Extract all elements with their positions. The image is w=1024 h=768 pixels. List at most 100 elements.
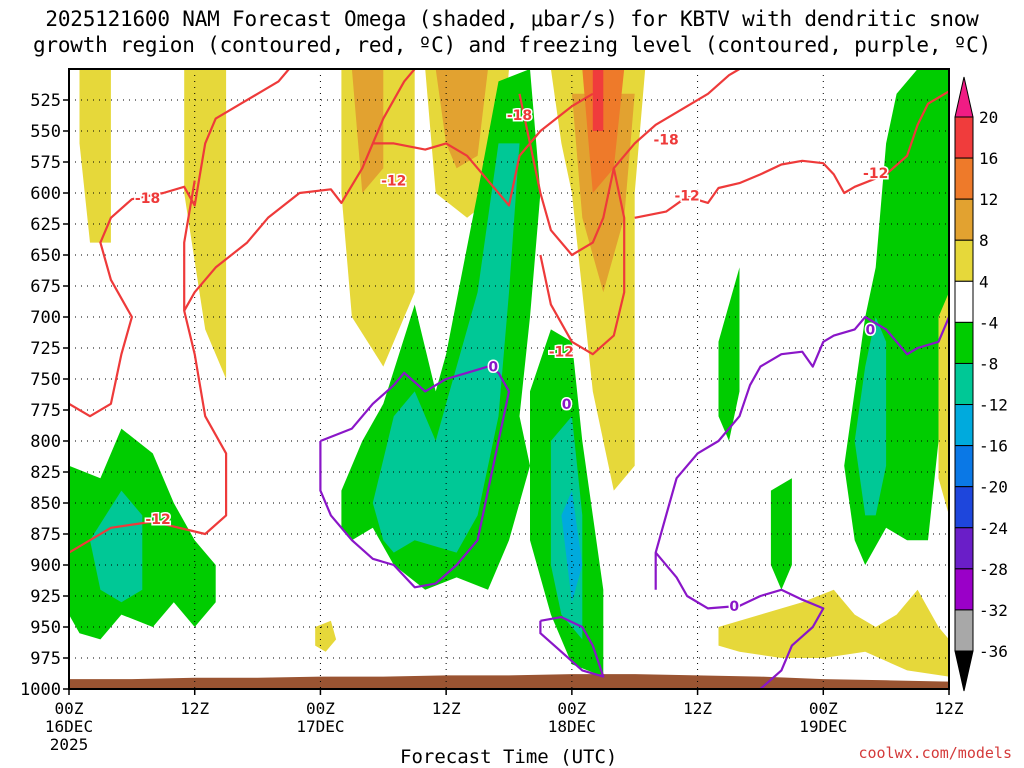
colorbar-label-13: -36: [979, 642, 1008, 661]
omega-region-10: [69, 428, 216, 640]
axis-layer: 525 550 575 600 625 650 675 700 725 750 775 800 825 8…: [20, 91, 964, 754]
y-tick-label-900: 900: [30, 556, 61, 576]
y-tick-label-725: 725: [30, 339, 61, 359]
dendritic-snow-contour-4: [518, 69, 741, 257]
omega-region-1: [184, 69, 227, 379]
freezing-level-label-2: 0: [729, 599, 739, 615]
freezing-level-contour-1: [539, 615, 605, 678]
dendritic-snow-contour-5: [539, 167, 626, 356]
dendritic-snow-contour-3: [372, 92, 594, 207]
dendritic-snow-label-6: -12: [863, 166, 888, 182]
colorbar-bin-10: [954, 527, 974, 570]
dendritic-snow-contour-6: [634, 90, 949, 219]
y-tick-label-825: 825: [30, 463, 61, 483]
colorbar-label-0: 20: [979, 108, 998, 127]
colorbar-label-4: 4: [979, 272, 989, 291]
colorbar-label-6: -8: [979, 354, 998, 373]
y-tick-label-600: 600: [30, 184, 61, 204]
omega-region-5: [435, 69, 488, 169]
y-tick-label-650: 650: [30, 246, 61, 266]
x-tick-date-2: 17DEC: [296, 717, 344, 736]
dendritic-snow-label-3: -18: [653, 133, 678, 149]
y-tick-label-700: 700: [30, 308, 61, 328]
terrain-layer: [69, 674, 949, 689]
colorbar-label-9: -20: [979, 478, 1008, 497]
colorbar-label-2: 12: [979, 190, 998, 209]
y-tick-label-975: 975: [30, 649, 61, 669]
x-tick-label-5: 12Z: [683, 699, 712, 718]
y-tick-label-850: 850: [30, 494, 61, 514]
y-tick-label-625: 625: [30, 215, 61, 235]
x-tick-label-3: 12Z: [432, 699, 461, 718]
grid-layer: [69, 69, 949, 689]
x-tick-label-2: 00Z: [306, 699, 335, 718]
y-tick-label-875: 875: [30, 525, 61, 545]
dendritic-snow-label-5: -12: [549, 345, 574, 361]
colorbar-bin-9: [954, 486, 974, 529]
colorbar-bin-8: [954, 445, 974, 488]
y-tick-label-1000: 1000: [20, 680, 61, 700]
colorbar-bin-6: [954, 362, 974, 406]
x-tick-label-0: 00Z: [55, 699, 84, 718]
colorbar-label-7: -12: [979, 396, 1008, 415]
y-tick-label-550: 550: [30, 122, 61, 142]
omega-region-18: [770, 478, 792, 590]
colorbar-label-11: -28: [979, 560, 1008, 579]
colorbar-label-5: -4: [979, 313, 998, 332]
colorbar-bin-3: [954, 239, 974, 282]
dendritic-snow-label-0: -18: [135, 191, 160, 207]
omega-region-23: [315, 620, 337, 652]
y-tick-label-675: 675: [30, 277, 61, 297]
omega-region-11: [90, 490, 143, 603]
freezing-level-contour-0: [319, 365, 511, 589]
colorbar-label-1: 16: [979, 149, 998, 168]
x-tick-label-4: 00Z: [557, 699, 586, 718]
y-tick-label-575: 575: [30, 153, 61, 173]
y-tick-label-525: 525: [30, 91, 61, 111]
y-tick-label-800: 800: [30, 432, 61, 452]
omega-region-22: [938, 292, 949, 516]
x-tick-label-7: 12Z: [935, 699, 964, 718]
x-tick-date-4: 18DEC: [548, 717, 596, 736]
colorbar-label-3: 8: [979, 231, 989, 250]
dendritic-snow-contour-0: [69, 69, 290, 418]
colorbar-bin-7: [954, 404, 974, 447]
terrain-fill: [69, 674, 949, 689]
contour-layer: -18 -12 -18 -18 -12 -12 -12 -12 0 0 0 0: [69, 69, 949, 689]
x-tick-date-0: 16DEC: [45, 717, 93, 736]
omega-region-13: [372, 143, 520, 553]
colorbar-bin-12: [954, 609, 974, 652]
colorbar-bin-0: [954, 116, 974, 159]
x-tick-date-6: 19DEC: [799, 717, 847, 736]
colorbar-label-10: -24: [979, 519, 1008, 538]
colorbar-label-12: -32: [979, 601, 1008, 620]
colorbar-bin-4: [954, 280, 974, 323]
colorbar: 20 16 12 8 4 -4 -8 -12 -16 -20 -24 -28 -32 -36: [954, 76, 1008, 692]
freezing-level-contour-3: [654, 551, 825, 689]
omega-region-21: [718, 589, 949, 677]
credit-text: coolwx.com/models: [858, 744, 1012, 762]
dendritic-snow-label-2: -18: [507, 108, 532, 124]
dendritic-snow-label-7: -12: [145, 512, 170, 528]
freezing-level-label-3: 0: [866, 322, 876, 338]
colorbar-bin-1: [954, 157, 974, 200]
freezing-level-label-1: 0: [562, 397, 572, 413]
colorbar-bottom-arrow: [954, 650, 974, 692]
colorbar-top-arrow: [954, 76, 974, 118]
colorbar-label-8: -16: [979, 437, 1008, 456]
x-tick-label-6: 00Z: [809, 699, 838, 718]
freezing-level-contour-2: [654, 315, 949, 590]
chart-title: 2025121600 NAM Forecast Omega (shaded, μ…: [32, 7, 992, 57]
dendritic-snow-contour-2: [183, 69, 416, 312]
omega-region-20: [854, 317, 887, 516]
colorbar-bin-5: [954, 321, 974, 364]
omega-region-16: [561, 490, 583, 603]
y-tick-label-950: 950: [30, 618, 61, 638]
omega-region-17: [718, 267, 740, 441]
colorbar-bin-11: [954, 568, 974, 611]
dendritic-snow-contour-1: [69, 180, 228, 554]
x-tick-year-0: 2025: [50, 735, 89, 754]
freezing-level-label-0: 0: [488, 360, 498, 376]
y-tick-label-775: 775: [30, 401, 61, 421]
